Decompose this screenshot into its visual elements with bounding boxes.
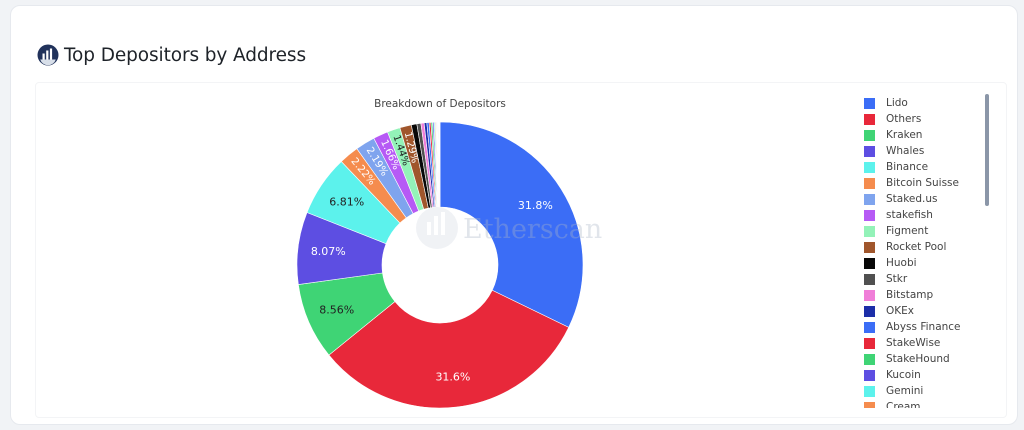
legend-item[interactable]: Huobi bbox=[862, 255, 982, 271]
slice-label: 31.6% bbox=[435, 370, 470, 383]
chart-title: Breakdown of Depositors bbox=[374, 98, 506, 110]
legend-swatch bbox=[864, 193, 875, 205]
legend-label: Whales bbox=[886, 145, 925, 157]
legend-item[interactable]: Figment bbox=[862, 223, 982, 239]
legend-label: Others bbox=[886, 113, 922, 125]
legend-swatch bbox=[864, 177, 875, 189]
legend-label: Kraken bbox=[886, 129, 923, 141]
legend-item[interactable]: stakefish bbox=[862, 207, 982, 223]
legend-swatch bbox=[864, 401, 875, 408]
legend-item[interactable]: Staked.us bbox=[862, 191, 982, 207]
legend-swatch bbox=[864, 337, 875, 349]
legend-swatch bbox=[864, 305, 875, 317]
legend-label: Gemini bbox=[886, 385, 924, 397]
legend-item[interactable]: Abyss Finance bbox=[862, 319, 982, 335]
legend-item[interactable]: StakeWise bbox=[862, 335, 982, 351]
legend-item[interactable]: Binance bbox=[862, 159, 982, 175]
legend-item[interactable]: Cream bbox=[862, 399, 982, 408]
legend-swatch bbox=[864, 257, 875, 269]
legend-item[interactable]: OKEx bbox=[862, 303, 982, 319]
legend-swatch bbox=[864, 273, 875, 285]
legend-item[interactable]: Bitstamp bbox=[862, 287, 982, 303]
plot-area bbox=[35, 82, 1007, 418]
legend-label: StakeHound bbox=[886, 353, 950, 365]
chart-legend[interactable]: Lido Others Kraken Whales Binance Bitcoin Sui… bbox=[862, 95, 982, 408]
legend-label: Abyss Finance bbox=[886, 321, 961, 333]
legend-label: Figment bbox=[886, 225, 929, 237]
legend-swatch bbox=[864, 241, 875, 253]
legend-label: Lido bbox=[886, 97, 908, 109]
legend-swatch bbox=[864, 353, 875, 365]
legend-label: Binance bbox=[886, 161, 929, 173]
legend-swatch bbox=[864, 113, 875, 125]
legend-label: Kucoin bbox=[886, 369, 921, 381]
legend-label: Stkr bbox=[886, 273, 908, 285]
legend-item[interactable]: Kucoin bbox=[862, 367, 982, 383]
legend-swatch bbox=[864, 129, 875, 141]
legend-swatch bbox=[864, 209, 875, 221]
legend-label: Staked.us bbox=[886, 193, 938, 205]
etherscan-watermark: Etherscan bbox=[416, 207, 602, 249]
pie-slice-lido[interactable] bbox=[439, 121, 584, 328]
legend-label: Bitstamp bbox=[886, 289, 934, 301]
legend-swatch bbox=[864, 369, 875, 381]
card-title: Top Depositors by Address bbox=[64, 44, 307, 66]
legend-swatch bbox=[864, 321, 875, 333]
legend-swatch bbox=[864, 385, 875, 397]
legend-swatch bbox=[864, 145, 875, 157]
legend-item[interactable]: Others bbox=[862, 111, 982, 127]
legend-swatch bbox=[864, 161, 875, 173]
legend-item[interactable]: Kraken bbox=[862, 127, 982, 143]
legend-label: Rocket Pool bbox=[886, 241, 947, 253]
slice-label: 31.8% bbox=[518, 199, 553, 212]
slice-label: 8.07% bbox=[311, 245, 346, 258]
legend-label: OKEx bbox=[886, 305, 914, 317]
legend-item[interactable]: Bitcoin Suisse bbox=[862, 175, 982, 191]
legend-scrollbar[interactable] bbox=[985, 94, 989, 206]
legend-swatch bbox=[864, 97, 875, 109]
etherscan-logo-icon bbox=[37, 44, 59, 66]
legend-item[interactable]: StakeHound bbox=[862, 351, 982, 367]
watermark-text: Etherscan bbox=[463, 214, 602, 245]
slice-label: 6.81% bbox=[329, 196, 364, 209]
legend-label: stakefish bbox=[886, 209, 933, 221]
legend-label: Cream bbox=[886, 401, 921, 408]
legend-swatch bbox=[864, 289, 875, 301]
card-header: Top Depositors by Address bbox=[37, 42, 306, 68]
legend-item[interactable]: Whales bbox=[862, 143, 982, 159]
legend-item[interactable]: Rocket Pool bbox=[862, 239, 982, 255]
legend-item[interactable]: Stkr bbox=[862, 271, 982, 287]
slice-label: 8.56% bbox=[319, 303, 354, 316]
legend-swatch bbox=[864, 225, 875, 237]
legend-label: Bitcoin Suisse bbox=[886, 177, 959, 189]
legend-label: StakeWise bbox=[886, 337, 941, 349]
legend-item[interactable]: Lido bbox=[862, 95, 982, 111]
legend-label: Huobi bbox=[886, 257, 917, 269]
pie-slice-others[interactable] bbox=[328, 289, 570, 409]
legend-item[interactable]: Gemini bbox=[862, 383, 982, 399]
